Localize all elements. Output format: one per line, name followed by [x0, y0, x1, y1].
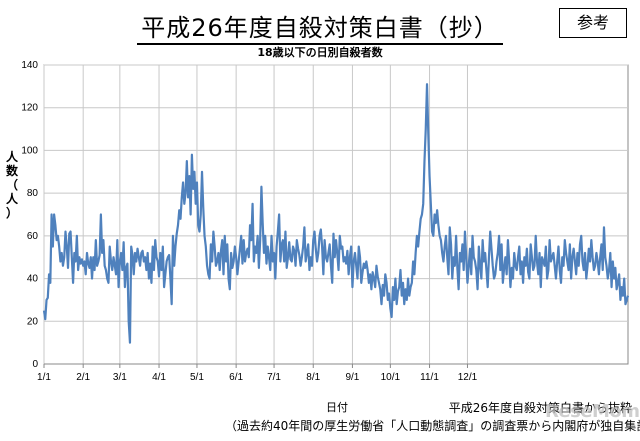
x-tick-label: 4/1	[152, 372, 166, 383]
x-axis-label: 日付	[326, 401, 348, 414]
page-title: 平成26年度自殺対策白書（抄）	[0, 8, 640, 45]
series-line	[42, 83, 630, 344]
x-tick-label: 12/1	[458, 372, 478, 383]
x-tick-label: 5/1	[190, 372, 204, 383]
x-tick-label: 10/1	[381, 372, 401, 383]
x-tick-label: 2/1	[76, 372, 90, 383]
y-tick-label: 0	[32, 359, 38, 370]
y-tick-label: 40	[27, 274, 39, 285]
x-tick-label: 11/1	[420, 372, 439, 383]
y-axis-label: 人数（人）	[5, 150, 18, 220]
x-tick-label: 9/1	[345, 372, 359, 383]
y-tick-label: 120	[21, 103, 38, 114]
x-tick-label: 8/1	[306, 372, 320, 383]
x-tick-label: 1/1	[37, 372, 51, 383]
x-tick-label: 6/1	[229, 372, 243, 383]
y-tick-label: 80	[27, 188, 39, 199]
footnote: （過去約40年間の厚生労働省「人口動態調査」の調査票から内閣府が独自集計）	[225, 419, 640, 433]
source-text: 平成26年度自殺対策白書から抜粋	[448, 401, 632, 415]
y-tick-label: 140	[21, 60, 38, 71]
plot-area	[43, 64, 629, 365]
reference-badge: 参考	[559, 8, 627, 38]
y-tick-label: 100	[21, 145, 38, 156]
watermark-logo: ReseMom	[545, 401, 640, 422]
y-tick-label: 20	[27, 316, 39, 327]
chart-title: 18歳以下の日別自殺者数	[257, 46, 383, 59]
y-tick-label: 60	[27, 231, 39, 242]
x-tick-label: 3/1	[113, 372, 127, 383]
x-tick-label: 7/1	[267, 372, 281, 383]
